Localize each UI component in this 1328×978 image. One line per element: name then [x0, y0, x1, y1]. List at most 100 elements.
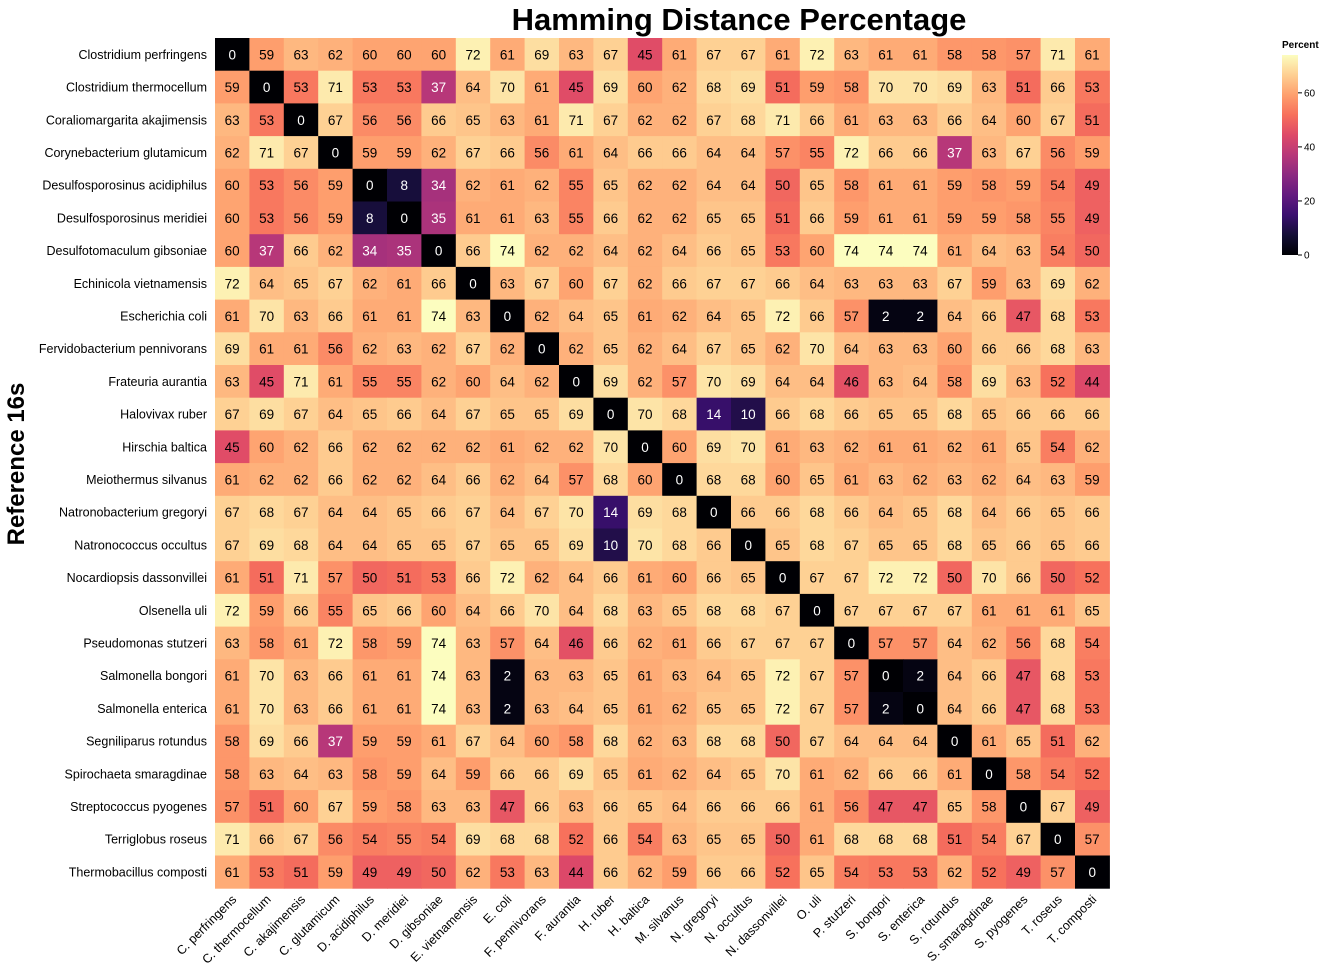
- cell-value-label: 65: [947, 799, 962, 814]
- cell-value-label: 64: [500, 734, 516, 749]
- heatmap-cell: [283, 495, 319, 529]
- heatmap-cell: [868, 822, 904, 856]
- heatmap-cell: [524, 103, 560, 137]
- heatmap-cell: [387, 38, 422, 72]
- heatmap-cell: [903, 692, 938, 726]
- heatmap-cell: [937, 528, 973, 562]
- heatmap-cell: [593, 463, 629, 497]
- cell-value-label: 0: [538, 342, 546, 357]
- cell-value-label: 67: [706, 342, 721, 357]
- heatmap-cell: [731, 495, 766, 529]
- heatmap-cell: [696, 332, 732, 366]
- cell-value-label: 69: [259, 734, 274, 749]
- heatmap-cell: [283, 463, 319, 497]
- cell-value-label: 63: [913, 276, 928, 291]
- cell-value-label: 53: [1085, 309, 1100, 324]
- heatmap-cell: [765, 168, 801, 202]
- cell-value-label: 53: [259, 211, 274, 226]
- cell-value-label: 62: [534, 571, 549, 586]
- cell-value-label: 67: [1050, 799, 1065, 814]
- heatmap-cell: [387, 168, 422, 202]
- heatmap-cell: [765, 495, 801, 529]
- cell-value-label: 67: [465, 407, 480, 422]
- cell-value-label: 67: [1050, 113, 1065, 128]
- cell-value-label: 51: [1050, 734, 1065, 749]
- cell-value-label: 61: [878, 440, 893, 455]
- heatmap-cell: [799, 332, 835, 366]
- cell-value-label: 64: [913, 734, 929, 749]
- heatmap-cell: [971, 266, 1007, 301]
- cell-value-label: 49: [1085, 178, 1100, 193]
- cell-value-label: 55: [569, 178, 584, 193]
- heatmap-cell: [524, 38, 560, 72]
- heatmap-cell: [834, 626, 870, 660]
- cell-value-label: 0: [400, 211, 408, 226]
- cell-value-label: 74: [431, 636, 447, 651]
- cell-value-label: 63: [465, 701, 480, 716]
- heatmap-cell: [593, 822, 629, 856]
- cell-value-label: 71: [328, 80, 343, 95]
- cell-value-label: 66: [603, 865, 618, 880]
- heatmap-cell: [627, 757, 663, 791]
- cell-value-label: 62: [465, 178, 480, 193]
- cell-value-label: 63: [913, 342, 928, 357]
- cell-value-label: 66: [431, 276, 446, 291]
- cell-value-label: 67: [328, 113, 343, 128]
- heatmap-cell: [387, 593, 422, 628]
- cell-value-label: 60: [775, 472, 790, 487]
- cell-value-label: 62: [465, 865, 480, 880]
- cell-value-label: 62: [534, 309, 549, 324]
- row-label: Escherichia coli: [120, 309, 207, 323]
- cell-value-label: 64: [328, 407, 344, 422]
- heatmap-cell: [318, 757, 354, 791]
- cell-value-label: 52: [569, 832, 584, 847]
- heatmap-cell: [627, 626, 663, 660]
- cell-value-label: 37: [328, 734, 343, 749]
- heatmap-cell: [249, 234, 285, 268]
- heatmap-cell: [971, 561, 1007, 595]
- cell-value-label: 56: [1016, 636, 1031, 651]
- cell-value-label: 57: [878, 636, 893, 651]
- heatmap-cell: [1006, 332, 1042, 366]
- cell-value-label: 68: [500, 832, 515, 847]
- cell-value-label: 58: [981, 178, 996, 193]
- heatmap-cell: [318, 626, 354, 660]
- heatmap-cell: [1006, 822, 1042, 856]
- cell-value-label: 69: [259, 407, 274, 422]
- heatmap-cell: [215, 855, 250, 889]
- cell-value-label: 64: [844, 342, 860, 357]
- heatmap-cell: [421, 626, 457, 660]
- heatmap-cell: [903, 103, 938, 137]
- cell-value-label: 63: [259, 767, 274, 782]
- cell-value-label: 54: [1050, 178, 1066, 193]
- heatmap-cell: [318, 299, 354, 333]
- heatmap-cell: [696, 822, 732, 856]
- heatmap-cell: [387, 201, 422, 235]
- heatmap-cell: [834, 299, 870, 333]
- heatmap-cell: [455, 593, 491, 628]
- cell-value-label: 68: [947, 538, 962, 553]
- heatmap-cell: [593, 626, 629, 660]
- cell-value-label: 0: [332, 145, 340, 160]
- cell-value-label: 61: [913, 211, 928, 226]
- heatmap-cell: [903, 659, 938, 693]
- cell-value-label: 63: [878, 276, 893, 291]
- cell-value-label: 57: [1085, 832, 1100, 847]
- heatmap-cell: [765, 234, 801, 268]
- cell-value-label: 64: [465, 80, 481, 95]
- cell-value-label: 49: [362, 865, 377, 880]
- heatmap-cell: [352, 659, 388, 693]
- heatmap-cell: [765, 365, 801, 399]
- legend-tick-label: 0: [1304, 251, 1310, 262]
- cell-value-label: 68: [913, 832, 928, 847]
- heatmap-cell: [627, 561, 663, 595]
- heatmap-cell: [971, 626, 1007, 660]
- heatmap-cell: [455, 561, 491, 595]
- heatmap-cell: [971, 430, 1007, 464]
- cell-value-label: 68: [603, 603, 618, 618]
- cell-value-label: 62: [947, 440, 962, 455]
- heatmap-cell: [971, 365, 1007, 399]
- heatmap-cell: [455, 495, 491, 529]
- heatmap-cell: [1006, 790, 1042, 824]
- heatmap-cell: [799, 103, 835, 137]
